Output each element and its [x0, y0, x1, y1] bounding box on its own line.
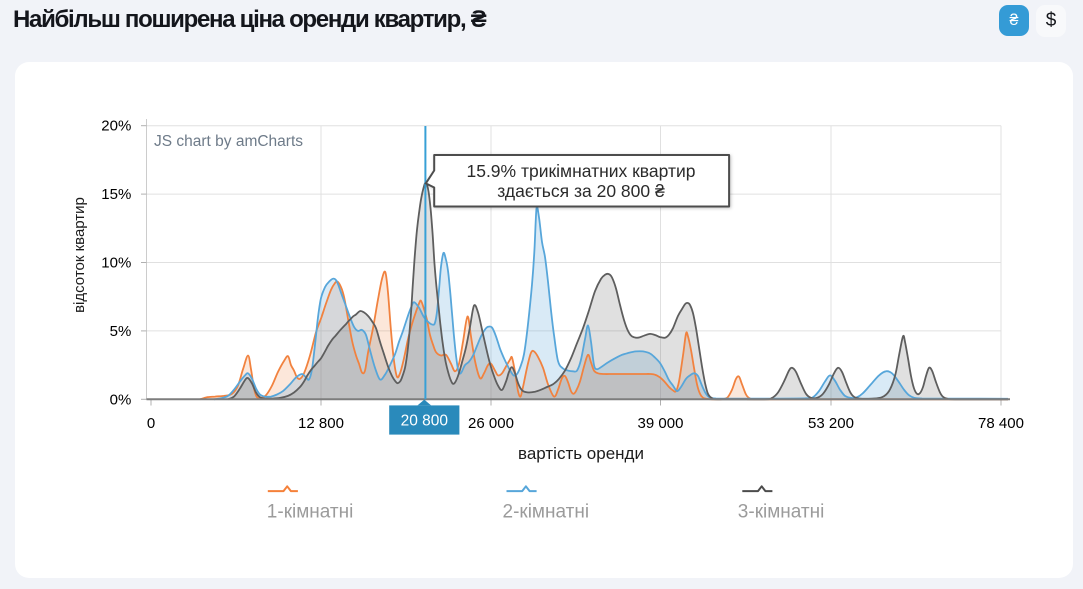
svg-text:12 800: 12 800: [298, 415, 344, 432]
svg-text:2-кімнатні: 2-кімнатні: [503, 502, 590, 523]
svg-text:1-кімнатні: 1-кімнатні: [267, 502, 354, 523]
svg-text:78 400: 78 400: [978, 415, 1024, 432]
svg-text:5%: 5%: [110, 323, 132, 340]
svg-text:здається за 20 800 ₴: здається за 20 800 ₴: [497, 181, 665, 201]
svg-text:відсоток квартир: відсоток квартир: [71, 197, 88, 313]
svg-text:0%: 0%: [110, 391, 132, 408]
svg-text:53 200: 53 200: [808, 415, 854, 432]
svg-text:26 000: 26 000: [468, 415, 514, 432]
svg-text:15.9% трикімнатних квартир: 15.9% трикімнатних квартир: [466, 161, 695, 181]
svg-text:15%: 15%: [101, 186, 131, 203]
svg-text:вартість оренди: вартість оренди: [518, 444, 644, 463]
svg-text:20 800: 20 800: [401, 413, 449, 430]
svg-text:20%: 20%: [101, 118, 131, 135]
svg-text:3-кімнатні: 3-кімнатні: [738, 502, 825, 523]
svg-text:JS chart by amCharts: JS chart by amCharts: [154, 133, 303, 150]
svg-text:10%: 10%: [101, 255, 131, 272]
svg-text:39 000: 39 000: [638, 415, 684, 432]
svg-text:0: 0: [147, 415, 155, 432]
